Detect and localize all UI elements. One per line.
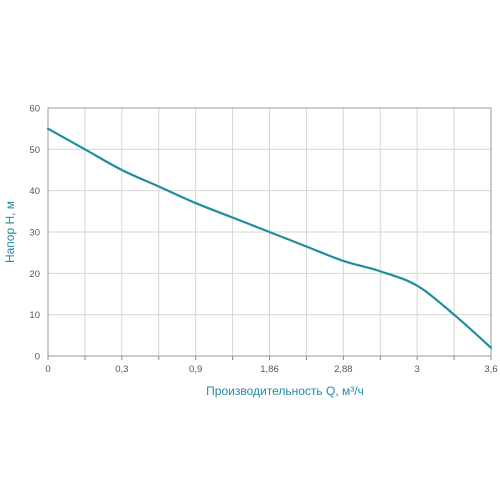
series-line bbox=[46, 127, 493, 349]
x-tick-label: 0,9 bbox=[189, 364, 202, 375]
y-axis-title: Напор H, м bbox=[3, 201, 17, 263]
x-tick-label: 3,6 bbox=[484, 364, 497, 375]
y-tick-label: 30 bbox=[29, 228, 40, 239]
x-tick-label: 0,3 bbox=[115, 364, 128, 375]
y-tick-label: 40 bbox=[29, 186, 40, 197]
plot-frame bbox=[47, 107, 492, 360]
x-tick-labels: 0 0,3 0,9 1,86 2,88 3 3,6 bbox=[45, 364, 497, 375]
plot-border bbox=[47, 107, 492, 357]
y-tick-label: 50 bbox=[29, 145, 40, 156]
y-tick-labels: 0 10 20 30 40 50 60 bbox=[29, 104, 40, 363]
x-tick-label: 1,86 bbox=[260, 364, 279, 375]
y-tick-label: 0 bbox=[35, 352, 40, 363]
y-tick-label: 20 bbox=[29, 269, 40, 280]
x-tick-label: 3 bbox=[415, 364, 420, 375]
x-axis-title: Производительность Q, м³/ч bbox=[206, 384, 364, 398]
x-tick-label: 2,88 bbox=[334, 364, 353, 375]
x-tick-label: 0 bbox=[45, 364, 50, 375]
y-tick-label: 10 bbox=[29, 310, 40, 321]
series-layer bbox=[46, 127, 493, 349]
y-tick-label: 60 bbox=[29, 104, 40, 115]
